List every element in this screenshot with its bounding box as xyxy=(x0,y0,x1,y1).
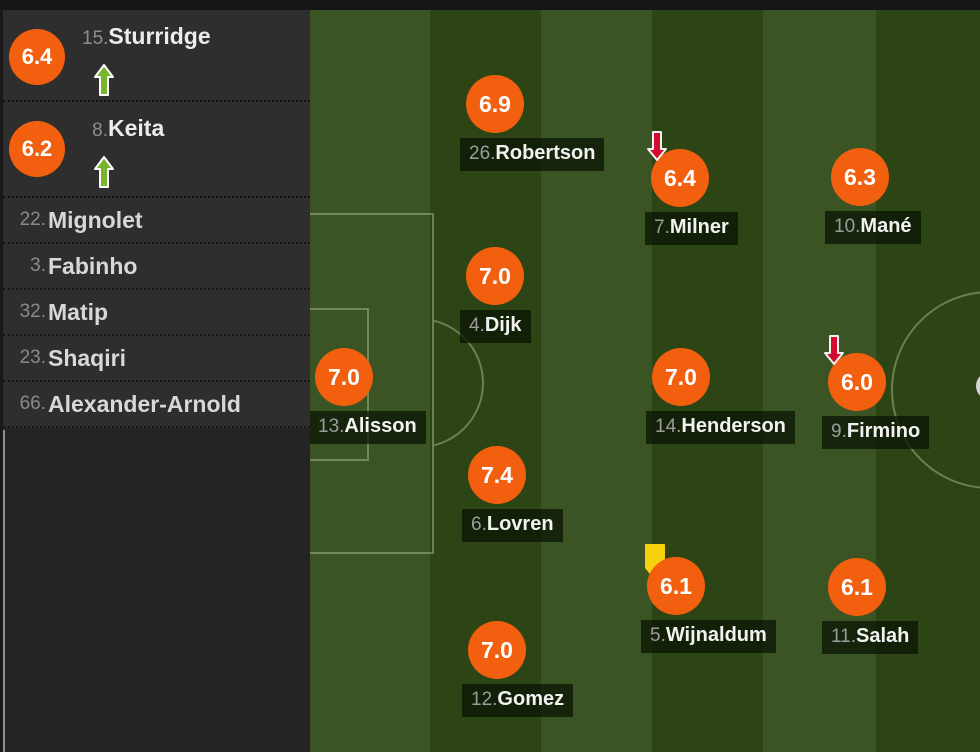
player-rating-badge[interactable]: 7.0 xyxy=(315,348,373,406)
player-marker: 7.0 14.Henderson xyxy=(646,348,795,444)
player-name: Alexander-Arnold xyxy=(48,390,241,417)
player-marker: 6.0 9.Firmino xyxy=(822,335,930,449)
shirt-number: 3. xyxy=(30,255,46,276)
shirt-number: 13. xyxy=(318,416,345,437)
shirt-number: 23. xyxy=(19,347,46,368)
player-label[interactable]: 14.Henderson xyxy=(646,411,795,444)
player-name: Salah xyxy=(856,625,910,647)
player-name: Fabinho xyxy=(48,252,138,279)
player-label[interactable]: 7.Milner xyxy=(645,212,738,245)
player-name: Milner xyxy=(669,216,729,238)
penalty-box-line xyxy=(310,213,434,554)
player-rating-badge[interactable]: 6.3 xyxy=(831,148,889,206)
player-marker: 6.1 11.Salah xyxy=(822,558,919,654)
player-label[interactable]: 11.Salah xyxy=(822,621,919,654)
player-rating-badge[interactable]: 6.4 xyxy=(651,149,709,207)
shirt-number: 66. xyxy=(19,393,46,414)
player-label[interactable]: 10.Mané xyxy=(825,211,921,244)
player-label[interactable]: 6.Lovren xyxy=(462,509,563,542)
shirt-number: 7. xyxy=(654,217,670,238)
player-label[interactable]: 12.Gomez xyxy=(462,684,574,717)
player-label: 8.Keita xyxy=(82,115,164,142)
player-label[interactable]: 26.Robertson xyxy=(460,138,605,171)
bench-panel: 6.4 15.Sturridge 6.2 8.Keita 22. Mignolet… xyxy=(0,0,310,752)
shirt-number: 22. xyxy=(19,209,46,230)
player-marker: 6.1 5.Wijnaldum xyxy=(641,544,776,653)
player-marker: 7.0 12.Gomez xyxy=(462,621,574,717)
player-name: Mané xyxy=(860,215,912,237)
rating-badge[interactable]: 6.2 xyxy=(9,121,65,177)
player-marker: 6.4 7.Milner xyxy=(645,131,738,245)
rating-up-icon xyxy=(94,156,114,188)
player-name: Firmino xyxy=(846,420,921,442)
scrollbar[interactable] xyxy=(3,430,5,752)
substitute-row[interactable]: 6.2 8.Keita xyxy=(3,102,310,198)
player-rating-badge[interactable]: 7.0 xyxy=(652,348,710,406)
bench-row[interactable]: 22. Mignolet xyxy=(3,198,310,242)
shirt-number: 14. xyxy=(655,416,682,437)
shirt-number: 11. xyxy=(831,626,857,647)
player-name: Robertson xyxy=(495,142,596,164)
featured-substitutes-list: 6.4 15.Sturridge 6.2 8.Keita xyxy=(3,10,310,198)
player-marker: 6.9 26.Robertson xyxy=(460,75,605,171)
player-marker: 7.0 4.Dijk xyxy=(460,247,531,343)
player-name: Keita xyxy=(108,115,165,141)
player-name: Mignolet xyxy=(48,206,143,233)
player-name: Henderson xyxy=(681,415,786,437)
player-name: Alisson xyxy=(344,415,417,437)
top-bar xyxy=(0,0,980,10)
shirt-number: 26. xyxy=(469,143,496,164)
player-rating-badge[interactable]: 6.1 xyxy=(828,558,886,616)
player-marker: 6.3 10.Mané xyxy=(825,148,921,244)
player-rating-badge[interactable]: 7.0 xyxy=(468,621,526,679)
center-circle-line xyxy=(891,291,980,489)
shirt-number: 10. xyxy=(834,216,861,237)
rating-down-icon xyxy=(824,335,844,365)
shirt-number: 32. xyxy=(19,301,46,322)
player-rating-badge[interactable]: 6.1 xyxy=(647,557,705,615)
player-rating-badge[interactable]: 6.0 xyxy=(828,353,886,411)
shirt-number: 6. xyxy=(471,514,487,535)
player-rating-badge[interactable]: 7.4 xyxy=(468,446,526,504)
player-name: Matip xyxy=(48,298,109,325)
player-name: Shaqiri xyxy=(48,344,126,371)
shirt-number: 5. xyxy=(650,625,666,646)
shirt-number: 15. xyxy=(82,28,109,49)
player-name: Sturridge xyxy=(108,23,211,49)
rating-down-icon xyxy=(647,131,667,161)
player-label[interactable]: 13.Alisson xyxy=(310,411,426,444)
player-label[interactable]: 9.Firmino xyxy=(822,416,930,449)
player-marker: 7.0 13.Alisson xyxy=(310,348,426,444)
rating-up-icon xyxy=(94,64,114,96)
bench-row[interactable]: 23. Shaqiri xyxy=(3,334,310,380)
bench-row[interactable]: 66. Alexander-Arnold xyxy=(3,380,310,428)
player-name: Gomez xyxy=(497,688,565,710)
shirt-number: 8. xyxy=(92,120,108,141)
player-rating-badge[interactable]: 6.9 xyxy=(466,75,524,133)
player-label[interactable]: 5.Wijnaldum xyxy=(641,620,776,653)
player-rating-badge[interactable]: 7.0 xyxy=(466,247,524,305)
player-name: Lovren xyxy=(486,513,554,535)
rating-badge[interactable]: 6.4 xyxy=(9,29,65,85)
player-label[interactable]: 4.Dijk xyxy=(460,310,531,343)
player-marker: 7.4 6.Lovren xyxy=(462,446,563,542)
center-spot xyxy=(976,372,980,400)
shirt-number: 9. xyxy=(831,421,847,442)
player-name: Dijk xyxy=(484,314,522,336)
bench-row[interactable]: 3. Fabinho xyxy=(3,242,310,288)
bench-list: 22. Mignolet 3. Fabinho 32. Matip 23. Shaqir… xyxy=(3,198,310,428)
pitch: 7.0 13.Alisson 6.9 26.Robertson 7.0 4.Di… xyxy=(310,10,980,752)
player-label: 15.Sturridge xyxy=(82,23,211,50)
shirt-number: 4. xyxy=(469,315,485,336)
bench-row[interactable]: 32. Matip xyxy=(3,288,310,334)
player-name: Wijnaldum xyxy=(665,624,767,646)
shirt-number: 12. xyxy=(471,689,498,710)
substitute-row[interactable]: 6.4 15.Sturridge xyxy=(3,10,310,102)
